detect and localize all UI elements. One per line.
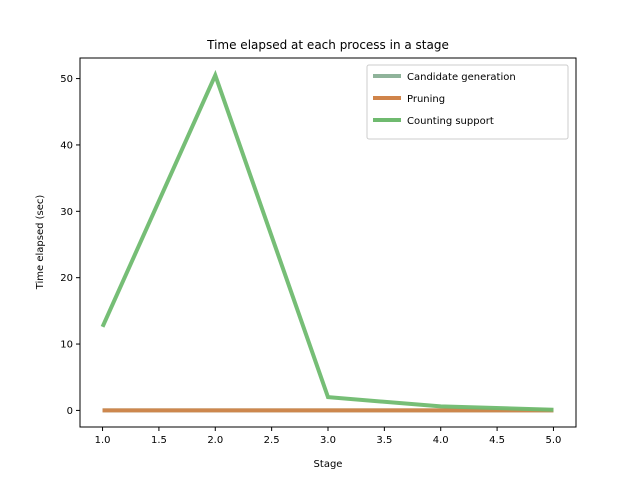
x-tick-label-0: 1.0: [95, 435, 111, 446]
y-tick-label-4: 40: [60, 140, 73, 151]
y-tick-label-1: 10: [60, 340, 73, 351]
y-tick-label-2: 20: [60, 273, 73, 284]
x-tick-label-2: 2.0: [207, 435, 223, 446]
x-tick-label-8: 5.0: [546, 435, 562, 446]
x-tick-label-6: 4.0: [433, 435, 449, 446]
x-axis-label: Stage: [314, 459, 343, 470]
x-tick-label-1: 1.5: [151, 435, 167, 446]
y-tick-label-3: 30: [60, 207, 73, 218]
x-tick-label-7: 4.5: [489, 435, 505, 446]
axes: 1.0 1.5 2.0 2.5 3.0 3.5 4.0 4.5 5.0 0 10 20 30 40 50: [60, 57, 577, 446]
x-tick-label-5: 3.5: [376, 435, 392, 446]
legend: Candidate generation Pruning Counting supp…: [366, 64, 569, 140]
legend-label-1: Pruning: [407, 94, 445, 105]
y-tick-label-5: 50: [60, 74, 73, 85]
series-line-2: [100, 69, 554, 412]
plot-area: [100, 69, 554, 413]
x-tick-label-3: 2.5: [264, 435, 280, 446]
y-axis-label: Time elapsed (sec): [35, 195, 46, 291]
chart-title: Time elapsed at each process in a stage: [206, 38, 449, 52]
legend-box: [366, 64, 569, 140]
legend-label-2: Counting support: [407, 116, 494, 127]
y-tick-label-0: 0: [67, 406, 73, 417]
x-tick-label-4: 3.0: [320, 435, 336, 446]
legend-label-0: Candidate generation: [407, 72, 516, 83]
